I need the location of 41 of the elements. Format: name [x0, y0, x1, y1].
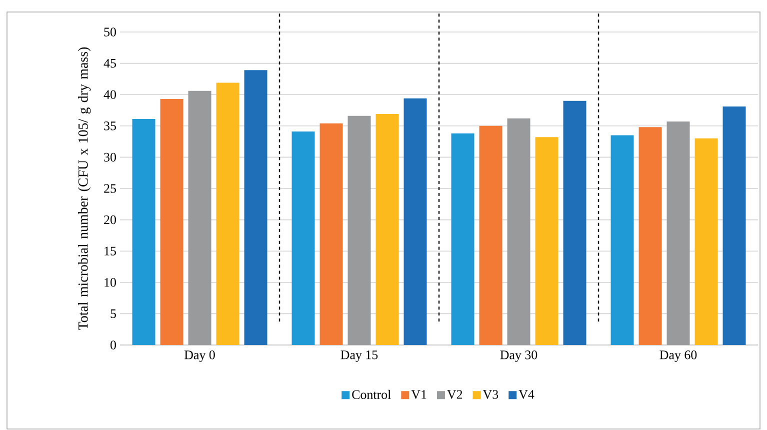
- legend-label: Control: [352, 390, 391, 399]
- bar: [638, 127, 662, 345]
- y-tick-label: 50: [104, 28, 116, 36]
- y-axis-title: Total microbial number (CFU x 105/ g dry mass): [78, 47, 91, 330]
- bar: [132, 119, 156, 345]
- y-tick-label: 35: [104, 122, 116, 130]
- bar: [610, 135, 634, 345]
- bar: [563, 100, 586, 345]
- y-tick-label: 45: [104, 58, 116, 68]
- legend-label: V1: [411, 390, 426, 399]
- bar: [216, 82, 240, 345]
- bar: [160, 98, 184, 345]
- y-tick-label: 5: [110, 309, 116, 318]
- bar: [376, 114, 399, 345]
- y-tick-label: 10: [104, 278, 116, 287]
- x-tick-label: Day 0: [184, 350, 215, 362]
- bar: [507, 118, 530, 345]
- legend-label: V2: [447, 390, 462, 399]
- bar: [320, 123, 343, 345]
- bar: [535, 137, 558, 345]
- bar: [479, 126, 502, 345]
- x-tick-label: Day 15: [340, 350, 378, 362]
- bar: [244, 70, 268, 345]
- x-tick-label: Day 30: [500, 350, 538, 362]
- bar: [188, 90, 212, 345]
- y-tick-label: 40: [104, 90, 116, 99]
- legend-label: V3: [482, 390, 498, 399]
- bar: [451, 133, 474, 345]
- y-tick-label: 20: [104, 215, 116, 224]
- y-tick-label: 30: [104, 152, 116, 162]
- bar: [292, 132, 315, 345]
- bar: [348, 116, 371, 345]
- bar: [722, 106, 746, 345]
- bar: [666, 122, 690, 345]
- y-tick-label: 25: [104, 184, 116, 193]
- legend-label: V4: [518, 390, 534, 399]
- x-tick-label: Day 60: [660, 350, 697, 362]
- bar: [404, 98, 427, 345]
- y-tick-label: 15: [104, 246, 116, 256]
- bar: [694, 138, 718, 345]
- y-tick-label: 0: [110, 340, 116, 350]
